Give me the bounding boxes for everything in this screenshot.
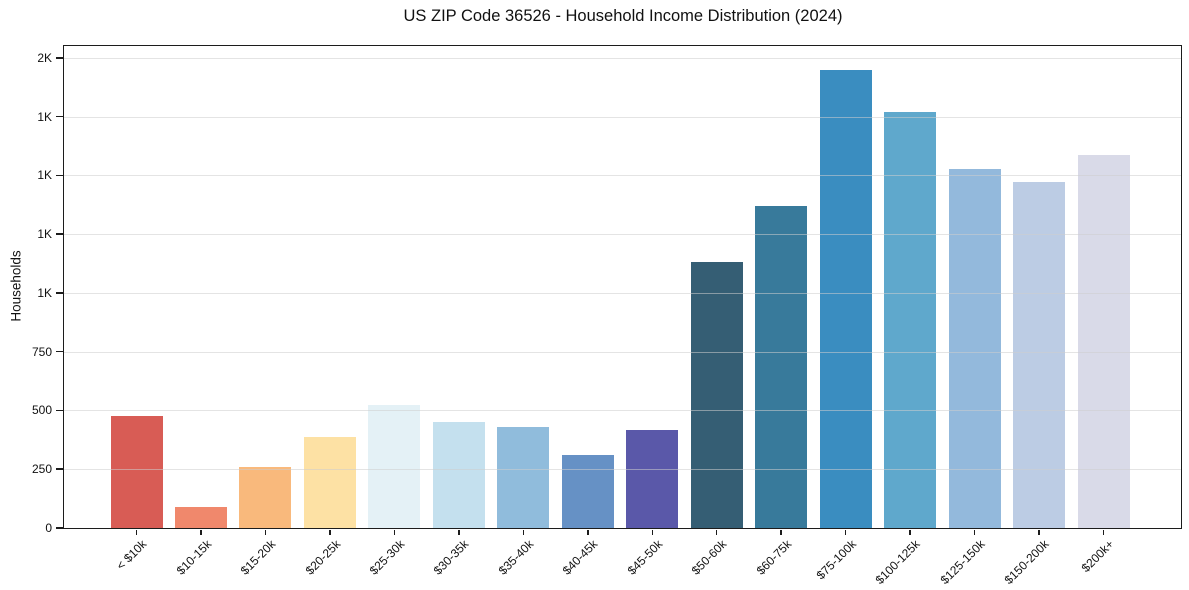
y-axis-tick <box>56 174 63 177</box>
x-axis-tick <box>458 529 460 535</box>
gridline <box>64 116 1181 118</box>
bar-15-20k <box>239 466 292 528</box>
y-axis-tick <box>56 57 63 59</box>
x-axis-tick <box>715 529 718 535</box>
x-axis-tick <box>1102 529 1105 535</box>
x-tick-label: $40-45k <box>560 537 601 578</box>
bar-10k <box>110 416 163 528</box>
bar-100-125k <box>884 111 937 528</box>
x-axis-tick <box>200 529 202 535</box>
gridline <box>64 57 1181 59</box>
x-tick-label: $75-100k <box>813 537 859 583</box>
x-tick-label: $60-75k <box>753 537 795 578</box>
x-tick-label: $25-30k <box>366 537 408 578</box>
y-tick-label: 1K <box>37 109 52 124</box>
bar-75-100k <box>819 69 872 528</box>
bar-45-50k <box>626 430 679 528</box>
bar-200k <box>1077 155 1130 528</box>
y-tick-label: 1K <box>37 285 52 300</box>
bar-50-60k <box>690 262 743 528</box>
y-tick-label: 250 <box>31 462 52 477</box>
x-axis-tick <box>973 529 976 535</box>
y-axis-tick <box>56 292 63 294</box>
bar-10-15k <box>174 506 227 528</box>
x-axis-tick <box>651 529 653 535</box>
y-tick-label: 1K <box>37 168 52 183</box>
x-axis-tick <box>135 529 138 535</box>
x-tick-label: $10-15k <box>173 537 214 578</box>
bar-150-200k <box>1013 182 1066 528</box>
x-tick-label: $15-20k <box>237 537 279 578</box>
bar-60-75k <box>755 205 808 528</box>
y-tick-label: 750 <box>31 344 52 359</box>
y-axis-tick <box>56 350 63 353</box>
x-axis-tick <box>329 529 331 535</box>
x-axis-tick <box>1038 529 1040 535</box>
x-tick-label: < $10k <box>113 537 150 573</box>
gridline <box>64 175 1181 177</box>
x-tick-label: $100-125k <box>873 537 924 588</box>
y-axis-tick <box>56 409 63 412</box>
y-tick-label: 500 <box>31 403 52 418</box>
bar-40-45k <box>561 455 614 528</box>
x-tick-label: $150-200k <box>1001 537 1052 588</box>
y-axis-tick <box>56 468 63 470</box>
x-tick-label: $35-40k <box>495 537 537 578</box>
bar-35-40k <box>497 426 550 528</box>
y-tick-label: 2K <box>37 50 52 65</box>
y-tick-label: 0 <box>45 521 52 535</box>
x-axis-tick <box>587 529 589 535</box>
x-axis-tick <box>909 529 911 535</box>
chart-title: US ZIP Code 36526 - Household Income Dis… <box>403 7 843 25</box>
x-axis-tick <box>264 529 267 535</box>
x-axis-tick <box>393 529 396 535</box>
x-tick-label: $200k+ <box>1078 537 1117 575</box>
x-tick-label: $30-35k <box>431 537 472 578</box>
bar-20-25k <box>303 437 356 528</box>
y-axis-tick <box>56 233 63 235</box>
x-tick-label: $45-50k <box>624 537 666 578</box>
x-axis-tick <box>780 529 782 535</box>
plot-area: < $10k $10-15k $15-20k $20-25k $25-30k $30-35… <box>32 45 1182 587</box>
x-tick-label: $50-60k <box>689 537 730 578</box>
y-axis-tick <box>56 527 63 529</box>
x-tick-label: $20-25k <box>302 537 343 578</box>
x-tick-label: $125-150k <box>937 537 988 588</box>
x-axis-tick <box>522 529 525 535</box>
bar-30-35k <box>432 422 485 528</box>
bar-125-150k <box>948 169 1001 528</box>
y-tick-label: 1K <box>37 227 52 242</box>
bar-25-30k <box>368 404 421 528</box>
y-axis-tick <box>56 115 63 118</box>
x-axis-tick <box>844 529 847 535</box>
